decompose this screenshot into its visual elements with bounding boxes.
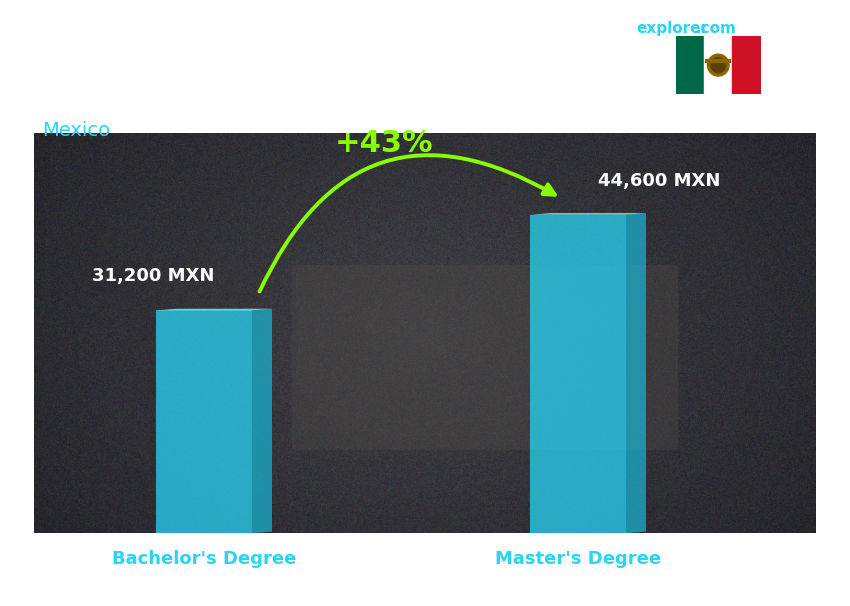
Bar (34, 533, 816, 569)
Bar (733, 36, 761, 94)
Bar (704, 36, 733, 94)
Circle shape (711, 58, 726, 73)
Polygon shape (530, 215, 626, 533)
Text: explorer: explorer (637, 21, 709, 36)
Bar (676, 36, 704, 94)
Text: Salary Comparison By Education: Salary Comparison By Education (42, 24, 575, 52)
Text: 44,600 MXN: 44,600 MXN (598, 171, 721, 190)
Polygon shape (252, 308, 272, 533)
Polygon shape (156, 308, 272, 310)
Text: +43%: +43% (335, 129, 434, 158)
Text: .com: .com (695, 21, 736, 36)
Text: 31,200 MXN: 31,200 MXN (92, 267, 214, 285)
Text: Average Monthly Salary: Average Monthly Salary (832, 271, 842, 395)
Circle shape (707, 54, 729, 76)
Text: Banking Risk Analyst: Banking Risk Analyst (42, 82, 246, 101)
Text: salary: salary (595, 21, 648, 36)
Polygon shape (530, 213, 646, 215)
Polygon shape (626, 213, 646, 533)
Text: Mexico: Mexico (42, 121, 110, 140)
Polygon shape (156, 310, 252, 533)
